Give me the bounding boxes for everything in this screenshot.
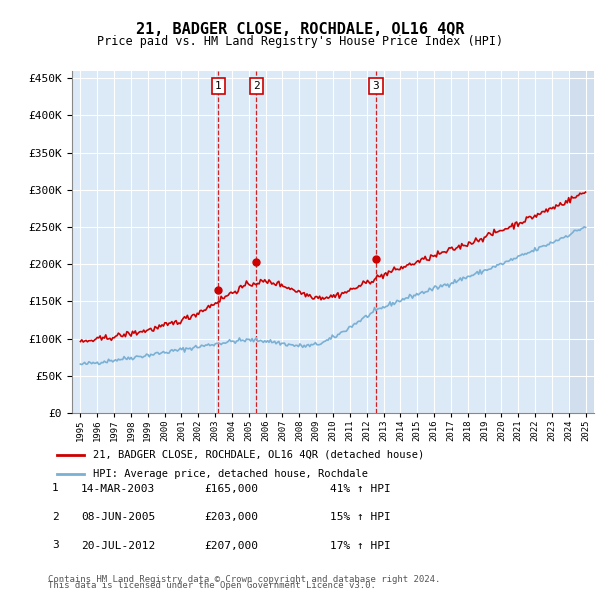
Text: This data is licensed under the Open Government Licence v3.0.: This data is licensed under the Open Gov… (48, 581, 376, 590)
Text: 3: 3 (52, 540, 59, 550)
Text: 17% ↑ HPI: 17% ↑ HPI (330, 541, 391, 550)
Text: 3: 3 (373, 81, 379, 91)
Text: Price paid vs. HM Land Registry's House Price Index (HPI): Price paid vs. HM Land Registry's House … (97, 35, 503, 48)
Text: 08-JUN-2005: 08-JUN-2005 (81, 513, 155, 522)
Text: 21, BADGER CLOSE, ROCHDALE, OL16 4QR (detached house): 21, BADGER CLOSE, ROCHDALE, OL16 4QR (de… (93, 450, 424, 460)
Text: 41% ↑ HPI: 41% ↑ HPI (330, 484, 391, 494)
Text: HPI: Average price, detached house, Rochdale: HPI: Average price, detached house, Roch… (93, 470, 368, 479)
Text: 14-MAR-2003: 14-MAR-2003 (81, 484, 155, 494)
Text: Contains HM Land Registry data © Crown copyright and database right 2024.: Contains HM Land Registry data © Crown c… (48, 575, 440, 584)
Text: 2: 2 (52, 512, 59, 522)
Text: 2: 2 (253, 81, 260, 91)
Text: 15% ↑ HPI: 15% ↑ HPI (330, 513, 391, 522)
Text: £207,000: £207,000 (204, 541, 258, 550)
Text: 21, BADGER CLOSE, ROCHDALE, OL16 4QR: 21, BADGER CLOSE, ROCHDALE, OL16 4QR (136, 22, 464, 37)
Bar (569, 71, 594, 413)
Text: 1: 1 (52, 483, 59, 493)
Text: £203,000: £203,000 (204, 513, 258, 522)
Text: 20-JUL-2012: 20-JUL-2012 (81, 541, 155, 550)
Text: £165,000: £165,000 (204, 484, 258, 494)
Text: 1: 1 (215, 81, 222, 91)
